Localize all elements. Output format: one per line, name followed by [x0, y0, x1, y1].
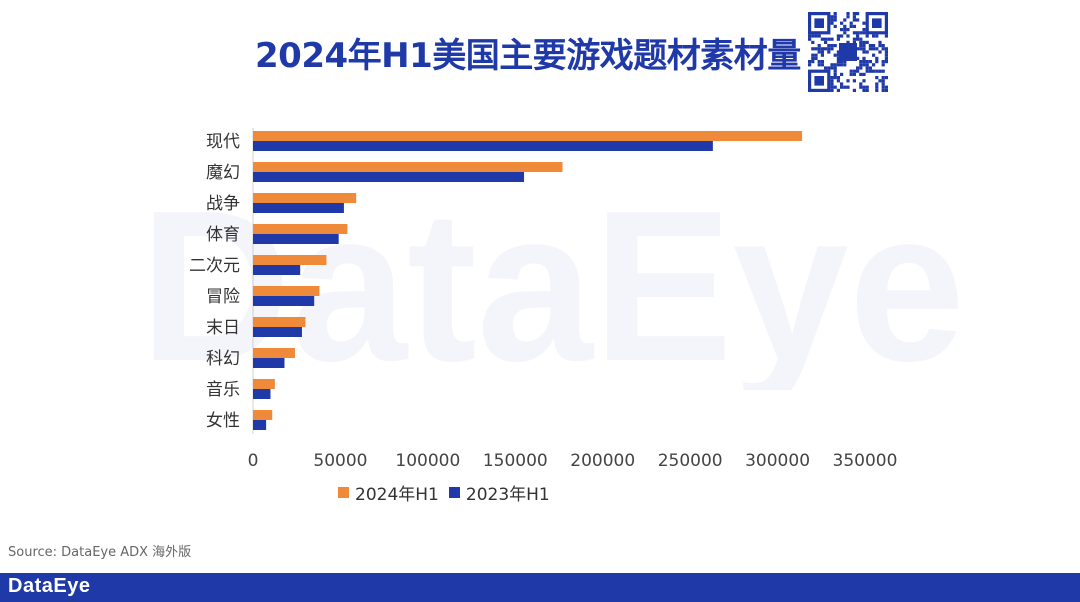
bar-2023 [253, 296, 315, 306]
bar-2024 [253, 193, 357, 203]
bar-2024 [253, 131, 803, 141]
bar-2023 [253, 203, 344, 213]
bar-2024 [253, 286, 320, 296]
x-tick-label: 200000 [570, 451, 635, 471]
qr-code-icon [808, 12, 888, 92]
legend-item: 2023年H1 [448, 480, 550, 505]
bar-2023 [253, 141, 713, 151]
category-label: 科幻 [206, 349, 240, 369]
bar-2023 [253, 389, 271, 399]
x-tick-label: 300000 [745, 451, 810, 471]
bar-2023 [253, 358, 285, 368]
bar-2023 [253, 265, 301, 275]
bar-2023 [253, 327, 302, 337]
bar-2024 [253, 317, 306, 327]
x-tick-label: 0 [248, 451, 259, 471]
x-tick-label: 150000 [483, 451, 548, 471]
bar-2023 [253, 420, 267, 430]
source-note: Source: DataEye ADX 海外版 [8, 545, 192, 560]
category-label: 现代 [206, 132, 240, 152]
legend-swatch [338, 487, 349, 498]
footer-logo: DataEye [8, 575, 91, 597]
page-title: 2024年H1美国主要游戏题材素材量 [255, 36, 801, 76]
legend-item: 2024年H1 [338, 480, 439, 505]
category-label: 战争 [206, 194, 240, 214]
chart-legend: 2024年H1 2023年H1 [338, 480, 560, 505]
bar-2023 [253, 234, 339, 244]
legend-label: 2023年H1 [465, 485, 550, 505]
category-label: 魔幻 [206, 163, 240, 183]
bar-2024 [253, 410, 273, 420]
category-label: 末日 [206, 318, 240, 338]
x-tick-label: 100000 [395, 451, 460, 471]
category-label: 冒险 [206, 287, 240, 307]
bar-2023 [253, 172, 525, 182]
bar-2024 [253, 162, 563, 172]
legend-label: 2024年H1 [355, 485, 439, 505]
footer-bar: DataEye [0, 573, 1080, 602]
category-label: 女性 [206, 411, 240, 431]
bar-2024 [253, 255, 327, 265]
x-tick-label: 250000 [658, 451, 723, 471]
bar-2024 [253, 348, 295, 358]
legend-swatch [448, 487, 460, 498]
category-label: 音乐 [206, 380, 240, 400]
bar-2024 [253, 379, 275, 389]
x-tick-label: 350000 [833, 451, 898, 471]
category-label: 二次元 [189, 256, 240, 276]
category-label: 体育 [206, 225, 240, 245]
bar-2024 [253, 224, 348, 234]
x-tick-label: 50000 [313, 451, 367, 471]
